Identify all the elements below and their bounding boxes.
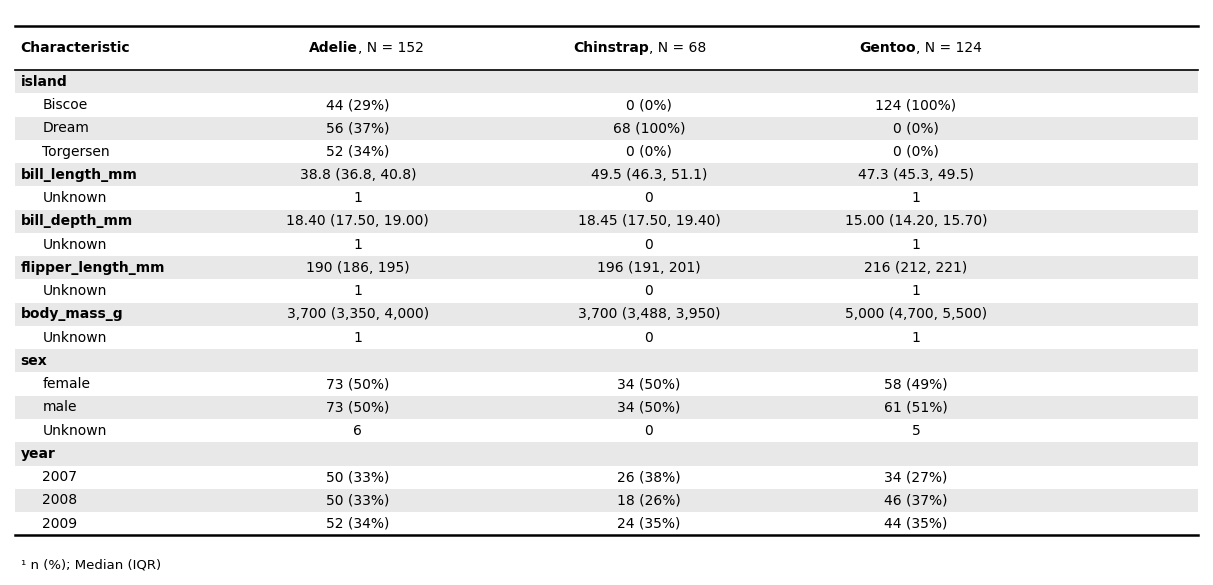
Text: 73 (50%): 73 (50%) (326, 377, 389, 391)
Text: 56 (37%): 56 (37%) (326, 121, 389, 135)
Text: , N = 124: , N = 124 (916, 42, 981, 55)
Bar (15, 210, 1198, 233)
Text: 46 (37%): 46 (37%) (884, 493, 947, 507)
Text: 0 (0%): 0 (0%) (626, 98, 672, 112)
Text: 58 (49%): 58 (49%) (884, 377, 947, 391)
Text: 50 (33%): 50 (33%) (326, 470, 389, 484)
Bar (15, 442, 1198, 466)
Text: 6: 6 (353, 424, 363, 438)
Bar (15, 70, 1198, 94)
Text: 0 (0%): 0 (0%) (893, 121, 939, 135)
Text: Characteristic: Characteristic (21, 42, 130, 55)
Text: flipper_length_mm: flipper_length_mm (21, 261, 165, 275)
Bar (15, 489, 1198, 512)
Text: female: female (42, 377, 91, 391)
Text: island: island (21, 75, 68, 89)
Text: ¹ n (%); Median (IQR): ¹ n (%); Median (IQR) (21, 559, 161, 572)
Text: 124 (100%): 124 (100%) (876, 98, 956, 112)
Text: 0 (0%): 0 (0%) (626, 144, 672, 159)
Bar (15, 256, 1198, 280)
Text: 5,000 (4,700, 5,500): 5,000 (4,700, 5,500) (844, 307, 987, 321)
Text: Dream: Dream (42, 121, 90, 135)
Text: 1: 1 (911, 238, 921, 252)
Text: 0: 0 (644, 331, 654, 345)
Bar (15, 303, 1198, 326)
Text: 0 (0%): 0 (0%) (893, 144, 939, 159)
Text: bill_length_mm: bill_length_mm (21, 168, 137, 182)
Text: 34 (50%): 34 (50%) (617, 400, 680, 414)
Text: Biscoe: Biscoe (42, 98, 87, 112)
Text: 1: 1 (911, 331, 921, 345)
Text: 5: 5 (911, 424, 921, 438)
Text: 0: 0 (644, 284, 654, 298)
Text: Adelie: Adelie (309, 42, 358, 55)
Text: 26 (38%): 26 (38%) (617, 470, 680, 484)
Bar (15, 163, 1198, 187)
Text: 18.45 (17.50, 19.40): 18.45 (17.50, 19.40) (577, 214, 721, 228)
Text: 47.3 (45.3, 49.5): 47.3 (45.3, 49.5) (858, 168, 974, 182)
Text: 44 (35%): 44 (35%) (884, 517, 947, 531)
Text: 61 (51%): 61 (51%) (884, 400, 947, 414)
Text: 1: 1 (353, 191, 363, 205)
Text: body_mass_g: body_mass_g (21, 307, 124, 321)
Text: 3,700 (3,488, 3,950): 3,700 (3,488, 3,950) (577, 307, 721, 321)
Text: 1: 1 (353, 284, 363, 298)
Text: 52 (34%): 52 (34%) (326, 517, 389, 531)
Text: 38.8 (36.8, 40.8): 38.8 (36.8, 40.8) (300, 168, 416, 182)
Text: male: male (42, 400, 76, 414)
Text: Unknown: Unknown (42, 191, 107, 205)
Text: 216 (212, 221): 216 (212, 221) (864, 261, 968, 275)
Text: 1: 1 (353, 238, 363, 252)
Text: 190 (186, 195): 190 (186, 195) (306, 261, 410, 275)
Text: Unknown: Unknown (42, 331, 107, 345)
Text: 18.40 (17.50, 19.00): 18.40 (17.50, 19.00) (286, 214, 429, 228)
Text: 50 (33%): 50 (33%) (326, 493, 389, 507)
Text: bill_depth_mm: bill_depth_mm (21, 214, 133, 228)
Text: 1: 1 (911, 191, 921, 205)
Bar (15, 349, 1198, 373)
Text: 0: 0 (644, 238, 654, 252)
Text: 73 (50%): 73 (50%) (326, 400, 389, 414)
Text: Unknown: Unknown (42, 284, 107, 298)
Text: 2009: 2009 (42, 517, 78, 531)
Bar (15, 117, 1198, 140)
Text: , N = 68: , N = 68 (649, 42, 706, 55)
Text: 3,700 (3,350, 4,000): 3,700 (3,350, 4,000) (286, 307, 429, 321)
Text: 52 (34%): 52 (34%) (326, 144, 389, 159)
Text: Chinstrap: Chinstrap (574, 42, 649, 55)
Text: 1: 1 (353, 331, 363, 345)
Text: 0: 0 (644, 424, 654, 438)
Text: 34 (50%): 34 (50%) (617, 377, 680, 391)
Text: 1: 1 (911, 284, 921, 298)
Text: 49.5 (46.3, 51.1): 49.5 (46.3, 51.1) (591, 168, 707, 182)
Text: 18 (26%): 18 (26%) (617, 493, 680, 507)
Bar (15, 395, 1198, 419)
Text: Unknown: Unknown (42, 424, 107, 438)
Text: year: year (21, 447, 56, 461)
Text: 2008: 2008 (42, 493, 78, 507)
Text: Torgersen: Torgersen (42, 144, 110, 159)
Text: sex: sex (21, 354, 47, 368)
Text: Unknown: Unknown (42, 238, 107, 252)
Text: Gentoo: Gentoo (859, 42, 916, 55)
Text: 0: 0 (644, 191, 654, 205)
Text: , N = 152: , N = 152 (358, 42, 423, 55)
Text: 196 (191, 201): 196 (191, 201) (597, 261, 701, 275)
Text: 68 (100%): 68 (100%) (613, 121, 685, 135)
Text: 34 (27%): 34 (27%) (884, 470, 947, 484)
Text: 2007: 2007 (42, 470, 78, 484)
Text: 44 (29%): 44 (29%) (326, 98, 389, 112)
Text: 15.00 (14.20, 15.70): 15.00 (14.20, 15.70) (844, 214, 987, 228)
Text: 24 (35%): 24 (35%) (617, 517, 680, 531)
